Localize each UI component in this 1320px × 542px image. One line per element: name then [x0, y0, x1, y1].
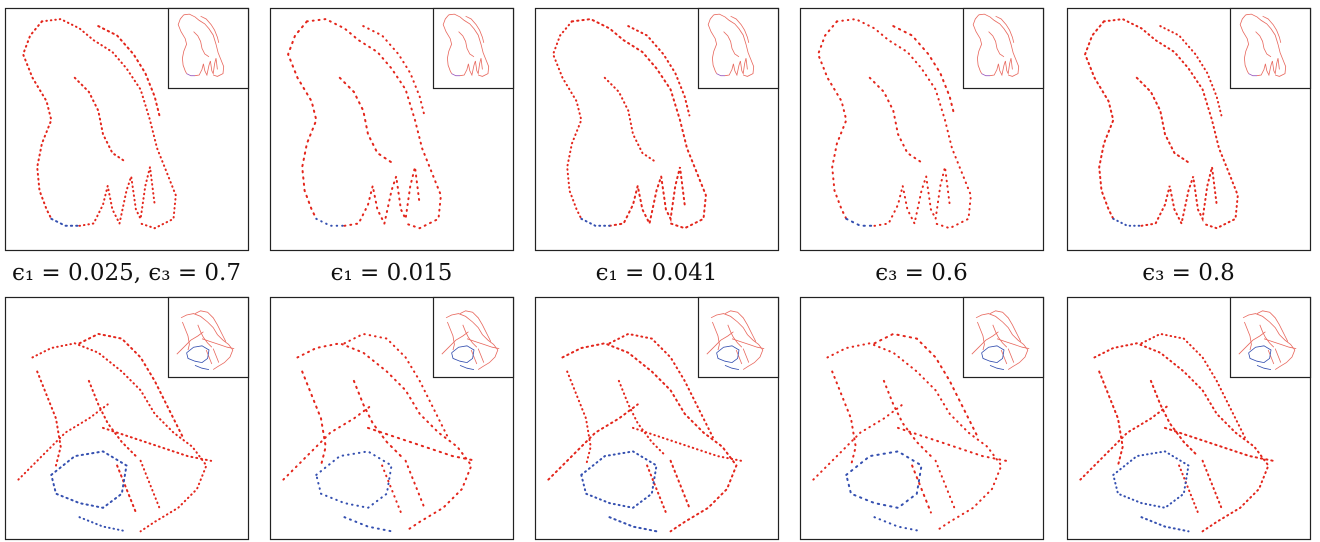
caption: ϵ₃ = 0.8 — [1062, 256, 1315, 290]
inset-frame — [699, 9, 779, 89]
caption: ϵ₁ = 0.025, ϵ₃ = 0.7 — [0, 256, 253, 290]
inset-frame — [964, 298, 1044, 378]
inset-frame — [169, 9, 249, 89]
inset-frame — [964, 9, 1044, 89]
inset-frame — [169, 298, 249, 378]
page: ϵ₁ = 0.025, ϵ₃ = 0.7 ϵ₁ = 0.015 ϵ₁ = 0.0… — [0, 0, 1320, 542]
inset-frame — [434, 298, 514, 378]
caption: ϵ₁ = 0.041 — [530, 256, 783, 290]
caption: ϵ₁ = 0.015 — [265, 256, 518, 290]
inset-frame — [1231, 9, 1311, 89]
caption: ϵ₃ = 0.6 — [795, 256, 1048, 290]
inset-frame — [1231, 298, 1311, 378]
inset-frame — [434, 9, 514, 89]
inset-frame — [699, 298, 779, 378]
